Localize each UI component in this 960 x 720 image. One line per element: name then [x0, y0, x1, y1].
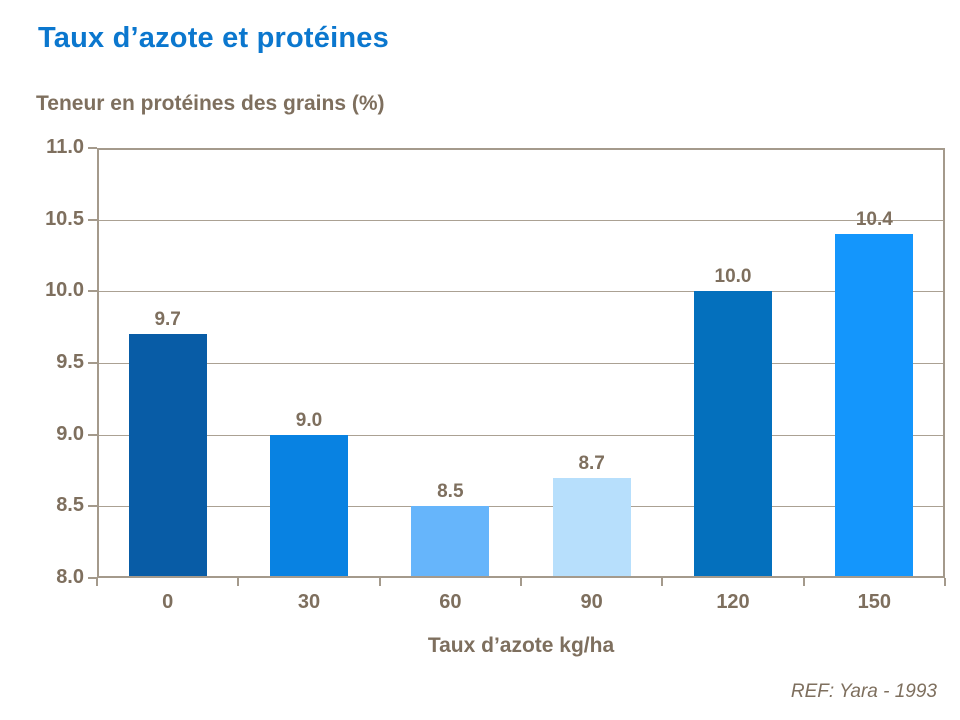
x-axis-label: 0	[162, 591, 174, 613]
x-axis-label: 30	[297, 591, 321, 613]
bar	[128, 334, 207, 576]
x-axis-tick	[661, 578, 664, 586]
gridline	[99, 363, 943, 364]
chart-subtitle: Teneur en protéines des grains (%)	[36, 92, 385, 115]
reference-text: REF: Yara - 1993	[790, 681, 937, 702]
y-axis-label: 9.5	[56, 351, 84, 374]
bar-value-label: 8.7	[578, 452, 605, 474]
x-axis-tick	[96, 578, 98, 586]
gridline	[99, 434, 943, 436]
y-axis-tick	[88, 362, 97, 364]
y-axis-tick	[88, 218, 97, 221]
x-axis-tick	[520, 578, 522, 586]
bar	[411, 506, 490, 576]
x-axis-tick	[802, 578, 805, 586]
bar	[835, 234, 914, 576]
y-axis-label: 10.0	[45, 279, 84, 302]
bar-value-label: 10.4	[855, 209, 893, 230]
y-axis-label: 8.5	[56, 494, 84, 517]
gridline	[99, 291, 943, 293]
x-axis-label: 60	[439, 591, 462, 613]
x-axis-label: 90	[580, 591, 603, 613]
x-axis-tick	[378, 578, 381, 586]
bar-value-label: 9.0	[295, 409, 323, 431]
y-axis-tick	[88, 290, 97, 293]
x-axis-label: 120	[716, 591, 750, 613]
bar-value-label: 9.7	[154, 309, 181, 331]
y-axis-label: 9.0	[56, 422, 84, 445]
bar-value-label: 10.0	[714, 266, 752, 288]
bar	[270, 434, 348, 576]
y-axis-label: 11.0	[46, 136, 84, 159]
y-axis-label: 10.5	[45, 207, 84, 230]
plot-area	[97, 148, 945, 578]
x-axis-tick	[237, 578, 240, 586]
bar	[552, 477, 631, 576]
y-axis-tick	[88, 577, 97, 579]
x-axis-label: 150	[857, 591, 892, 613]
gridline	[99, 219, 943, 221]
y-axis-tick	[88, 147, 97, 149]
bar	[694, 291, 772, 576]
y-axis-label: 8.0	[56, 566, 84, 589]
page-title: Taux d’azote et protéines	[38, 22, 389, 54]
bar-value-label: 8.5	[437, 481, 464, 503]
y-axis-tick	[88, 505, 97, 508]
gridline	[99, 506, 943, 508]
x-axis-tick	[944, 578, 946, 586]
x-axis-title: Taux d’azote kg/ha	[427, 634, 615, 657]
y-axis-tick	[88, 433, 97, 436]
